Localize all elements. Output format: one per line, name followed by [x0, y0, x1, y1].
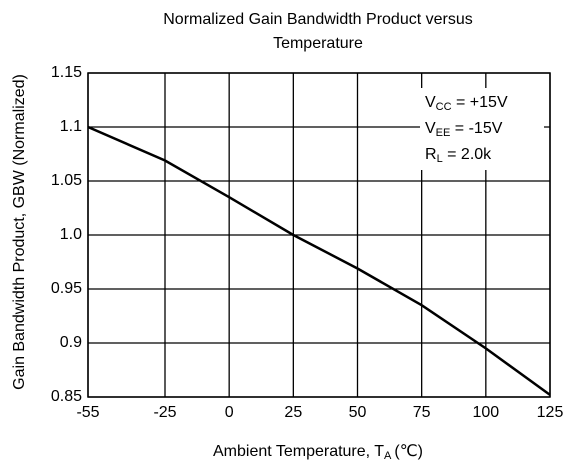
data-line	[87, 125, 551, 396]
annotation-sub: EE	[436, 127, 451, 139]
annotation: VCC = +15V	[425, 94, 508, 113]
x-label-sub: A	[384, 450, 392, 462]
chart-title: Normalized Gain Bandwidth Product versus	[163, 11, 472, 28]
x-tick-label: 0	[225, 404, 234, 421]
x-tick-label: -25	[153, 404, 176, 421]
annotation-bg	[420, 88, 544, 170]
x-tick-label: 75	[413, 404, 431, 421]
y-tick-label: 0.9	[60, 334, 82, 351]
annotation-sub: L	[437, 153, 443, 165]
annotation-main: V	[425, 120, 436, 137]
annotation-main: R	[425, 146, 437, 163]
x-tick-label: 25	[284, 404, 302, 421]
y-tick-label: 1.1	[60, 118, 82, 135]
annotation-rest: = 2.0k	[443, 146, 492, 163]
x-tick-label: -55	[76, 404, 99, 421]
x-label-unit: (℃)	[394, 443, 423, 460]
x-axis-label: Ambient Temperature, TA (℃)	[213, 443, 423, 462]
annotation-sub: CC	[436, 101, 452, 113]
y-tick-label: 1.15	[51, 64, 82, 81]
y-tick-label: 0.95	[51, 280, 82, 297]
chart-title: Temperature	[273, 35, 363, 52]
x-tick-label: 50	[349, 404, 367, 421]
y-tick-label: 1.05	[51, 172, 82, 189]
annotation: VEE = -15V	[425, 120, 503, 139]
y-tick-label: 0.85	[51, 388, 82, 405]
x-tick-label: 100	[472, 404, 499, 421]
x-tick-label: 125	[537, 404, 564, 421]
plot-frame	[87, 72, 551, 398]
x-label-main: Ambient Temperature, T	[213, 443, 384, 460]
annotation: RL = 2.0k	[425, 146, 492, 165]
annotation-rest: = -15V	[450, 120, 502, 137]
y-axis-label: Gain Bandwidth Product, GBW (Normalized)	[11, 74, 28, 390]
annotation-main: V	[425, 94, 436, 111]
annotation-rest: = +15V	[452, 94, 508, 111]
y-tick-label: 1.0	[60, 226, 82, 243]
